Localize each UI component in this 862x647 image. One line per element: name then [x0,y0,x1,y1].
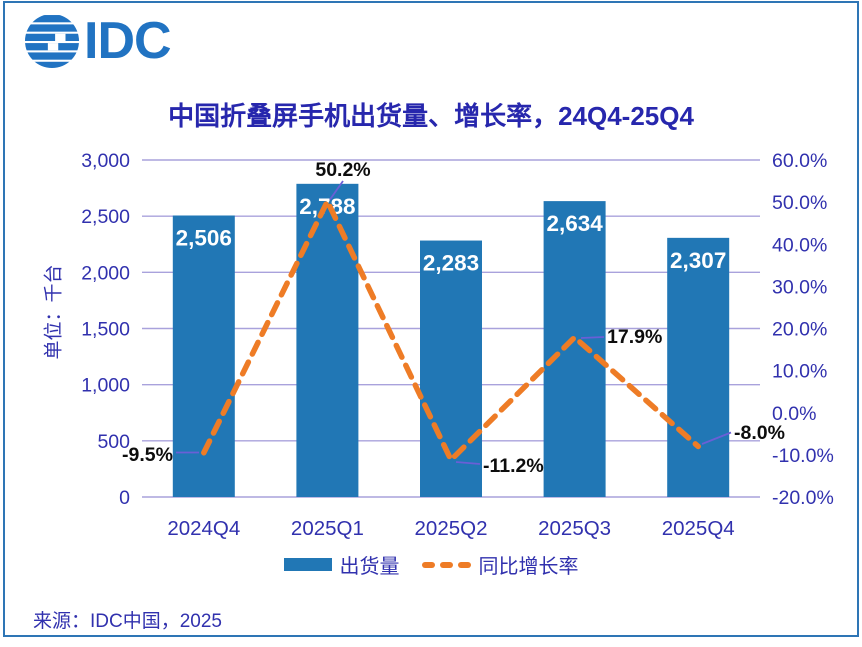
left-axis-tick: 0 [119,487,130,509]
right-axis-tick: -10.0% [772,445,834,467]
bar-value-label: 2,506 [176,225,232,250]
right-axis-tick: 40.0% [772,234,827,256]
right-axis-tick: 60.0% [772,150,827,172]
right-axis-tick: 20.0% [772,319,827,341]
callout-leader-line [329,180,344,201]
left-axis-tick: 3,000 [81,150,130,172]
bar-value-label: 2,634 [546,211,603,236]
callout-leader-line [701,431,732,445]
growth-point-label: -8.0% [734,422,785,444]
left-axis-tick: 1,500 [81,319,130,341]
legend-label-shipments: 出货量 [339,556,400,578]
dashed-line-swatch [421,561,471,568]
x-axis-label: 2025Q1 [291,517,364,540]
right-axis-tick: 50.0% [772,192,827,214]
x-axis-label: 2024Q4 [167,517,240,540]
right-axis-tick: -20.0% [772,487,834,509]
callout-leader-line [455,461,481,465]
right-axis-tick: 0.0% [772,403,816,425]
bar-swatch [283,558,332,571]
x-axis-label: 2025Q4 [662,517,735,540]
legend: 出货量 同比增长率 [0,550,862,579]
right-axis-tick: 30.0% [772,276,827,298]
legend-item-shipments: 出货量 [283,550,400,579]
left-axis-tick: 500 [97,431,130,453]
legend-label-growth: 同比增长率 [478,556,579,578]
bar-value-label: 2,307 [670,248,726,273]
left-axis-tick: 2,500 [81,206,130,228]
logo-text: IDC [84,12,172,70]
left-axis-tick: 1,000 [81,375,130,397]
chart-title: 中国折叠屏手机出货量、增长率，24Q4-25Q4 [168,101,694,131]
globe-icon [25,15,79,68]
growth-point-label: 50.2% [315,159,370,181]
source-note: 来源：IDC中国，2025 [33,611,222,632]
idc-logo: IDC [25,12,172,70]
bar-2025Q4 [667,237,730,498]
right-axis-tick: 10.0% [772,361,827,383]
bar-value-label: 2,283 [423,251,479,276]
growth-line [201,198,701,463]
bar-2025Q1 [296,183,359,497]
legend-item-growth: 同比增长率 [421,550,579,579]
growth-point-label: -11.2% [483,455,544,477]
callout-leader-line [580,336,605,339]
x-axis-label: 2025Q2 [415,517,488,540]
bar-2025Q3 [543,201,606,497]
y-axis-unit-label: 单位：千台 [43,264,65,360]
x-axis-label: 2025Q3 [538,517,611,540]
growth-point-label: -9.5% [122,444,173,466]
left-axis-tick: 2,000 [81,262,130,284]
growth-point-label: 17.9% [607,326,662,348]
